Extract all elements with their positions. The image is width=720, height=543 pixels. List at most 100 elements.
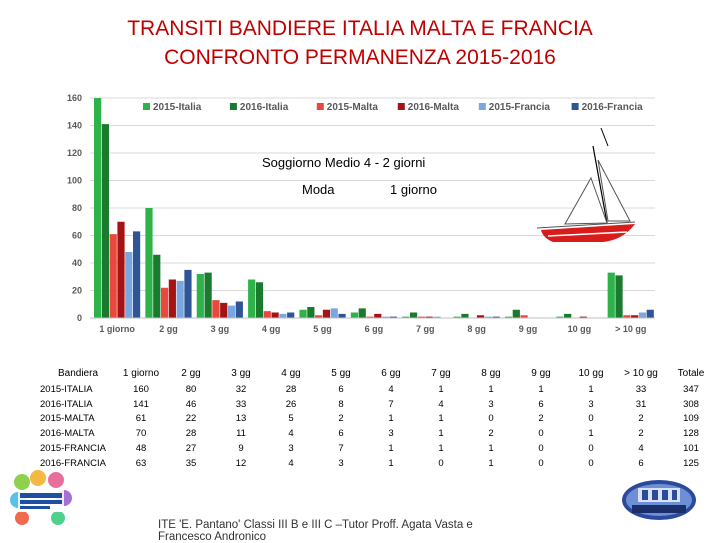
bar-2016-malta-7 — [476, 315, 485, 318]
table-header-cell: 9 gg — [531, 367, 551, 379]
table-cell: 0 — [588, 413, 594, 425]
table-cell: 1 — [488, 383, 494, 395]
table-header-cell: 7 gg — [431, 367, 451, 379]
table-cell: 109 — [683, 413, 699, 425]
bar-2016-italia-5 — [358, 308, 366, 318]
table-cell: 125 — [683, 457, 699, 469]
institute-logo — [622, 480, 696, 520]
bar-2016-malta-6 — [425, 316, 433, 318]
table-cell: 2 — [538, 413, 544, 425]
table-cell: 2 — [488, 428, 494, 440]
table-cell: 3 — [588, 398, 594, 410]
bar-2016-francia-0 — [133, 231, 141, 318]
bar-2016-francia-4 — [338, 313, 346, 318]
table-cell: 0 — [538, 443, 544, 455]
table-cell: 6 — [338, 428, 344, 440]
bar-2015-francia-6 — [433, 316, 441, 318]
bar-2015-malta-6 — [417, 316, 425, 318]
bar-2015-malta-3 — [263, 311, 271, 318]
table-row-label: 2015-ITALIA — [40, 383, 93, 395]
legend-label: 2016-Francia — [582, 102, 644, 113]
table-cell: 1 — [388, 457, 394, 469]
chart-grid — [90, 97, 655, 319]
table-cell: 28 — [185, 428, 197, 440]
table-header-cell: 10 gg — [578, 367, 604, 379]
table-cell: 9 — [238, 443, 244, 455]
table-cell: 3 — [488, 398, 494, 410]
table-cell: 1 — [488, 457, 494, 469]
bar-2015-italia-10 — [607, 272, 615, 318]
bar-2016-francia-3 — [287, 312, 295, 318]
table-cell: 13 — [235, 413, 247, 425]
table-cell: 1 — [388, 443, 394, 455]
table-cell: 12 — [235, 457, 247, 469]
table-cell: 27 — [185, 443, 197, 455]
table-cell: 3 — [288, 443, 294, 455]
bar-2016-italia-6 — [409, 312, 418, 318]
table-cell: 1 — [438, 443, 444, 455]
bar-2016-italia-3 — [255, 282, 264, 318]
y-tick-label: 100 — [67, 176, 82, 186]
table-cell: 308 — [683, 398, 699, 410]
table-cell: 28 — [285, 383, 297, 395]
bar-2015-italia-5 — [350, 312, 359, 318]
bar-2016-francia-7 — [492, 316, 500, 318]
bar-2015-francia-4 — [330, 308, 338, 318]
table-row-label: 2016-MALTA — [40, 428, 95, 440]
table-header-row: Bandiera 1 giorno 2 gg 3 gg 4 gg 5 gg 6 gg 7 gg… — [40, 364, 716, 382]
table-cell: 2 — [338, 413, 344, 425]
y-tick-label: 140 — [67, 121, 82, 131]
page-subtitle: CONFRONTO PERMANENZA 2015-2016 — [164, 46, 556, 69]
table-cell: 32 — [235, 383, 247, 395]
bar-2015-francia-3 — [279, 313, 287, 318]
bar-2015-francia-10 — [638, 312, 647, 318]
table-cell: 26 — [285, 398, 297, 410]
x-tick-label: 10 gg — [568, 324, 592, 334]
table-header-cell: Totale — [677, 367, 705, 379]
bar-2015-italia-6 — [402, 316, 410, 318]
table-cell: 347 — [683, 383, 699, 395]
table-row: 2016-MALTA 70 28 11 4 6 3 1 2 0 1 2 128 — [40, 426, 716, 441]
chart-note-soggiorno: Soggiorno Medio 4 - 2 giorni — [262, 155, 426, 170]
bar-2016-italia-4 — [307, 307, 315, 318]
x-tick-label: 6 gg — [365, 324, 384, 334]
table-row-label: 2015-FRANCIA — [40, 443, 106, 455]
table-cell: 61 — [135, 413, 147, 425]
x-tick-label: 2 gg — [159, 324, 178, 334]
chart-bars — [94, 98, 654, 318]
table-cell: 31 — [635, 398, 647, 410]
footer-credits: ITE 'E. Pantano' Classi III B e III C –T… — [158, 519, 558, 543]
legend-swatch — [229, 103, 237, 110]
legend-label: 2015-Francia — [489, 102, 551, 113]
bar-2016-malta-5 — [374, 313, 382, 318]
x-tick-label: 5 gg — [313, 324, 332, 334]
table-cell: 4 — [288, 457, 294, 469]
y-tick-label: 40 — [72, 258, 82, 268]
bar-2015-malta-4 — [315, 315, 323, 318]
chart-note-moda: Moda — [302, 182, 335, 197]
table-row: 2016-FRANCIA 63 35 12 4 3 1 0 1 0 0 6 125 — [40, 456, 716, 471]
footer-line-1: ITE 'E. Pantano' Classi III B e III C –T… — [158, 519, 473, 531]
table-header-cell: > 10 gg — [624, 367, 658, 379]
table-cell: 0 — [588, 457, 594, 469]
table-cell: 160 — [133, 383, 149, 395]
x-axis: 1 giorno 2 gg 3 gg 4 gg 5 gg 6 gg 7 gg 8 gg 9 gg… — [90, 317, 655, 334]
table-header-cell: 4 gg — [281, 367, 301, 379]
bar-2015-italia-1 — [145, 208, 153, 318]
x-tick-label: 4 gg — [262, 324, 281, 334]
bar-2016-italia-7 — [461, 313, 469, 318]
legend-swatch — [397, 103, 405, 110]
table-cell: 48 — [135, 443, 147, 455]
bar-2016-francia-5 — [389, 316, 398, 318]
table-header-cell: Bandiera — [57, 367, 99, 379]
footer-line-2: Francesco Andronico — [158, 531, 267, 543]
table-cell: 2 — [638, 413, 644, 425]
table-cell: 7 — [388, 398, 394, 410]
bar-2016-malta-9 — [579, 316, 587, 318]
legend-swatch — [478, 103, 486, 110]
table-header-cell: 5 gg — [331, 367, 351, 379]
table-cell: 11 — [236, 428, 246, 440]
table-cell: 0 — [438, 457, 444, 469]
bar-2015-italia-8 — [504, 316, 513, 318]
table-cell: 4 — [388, 383, 394, 395]
